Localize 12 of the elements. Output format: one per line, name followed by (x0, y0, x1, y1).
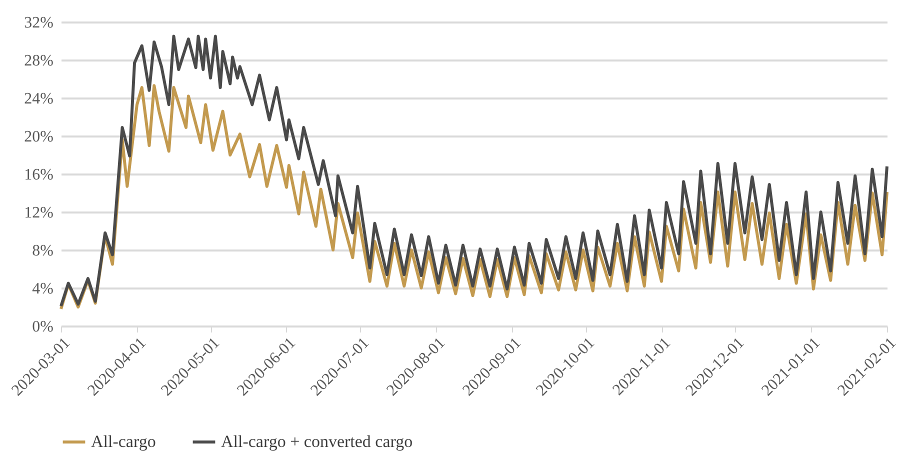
y-tick-label: 8% (32, 242, 54, 260)
y-tick-label: 32% (24, 14, 54, 32)
y-tick-label: 28% (24, 52, 54, 70)
line-series (60, 34, 888, 308)
y-tick-label: 12% (24, 204, 54, 222)
y-tick-label: 4% (32, 280, 54, 298)
y-tick-label: 0% (32, 318, 54, 336)
legend-label: All-cargo + converted cargo (221, 432, 413, 451)
y-tick-label: 16% (24, 166, 54, 184)
y-tick-label: 20% (24, 128, 54, 146)
y-tick-label: 24% (24, 90, 54, 108)
legend-label: All-cargo (91, 432, 156, 451)
